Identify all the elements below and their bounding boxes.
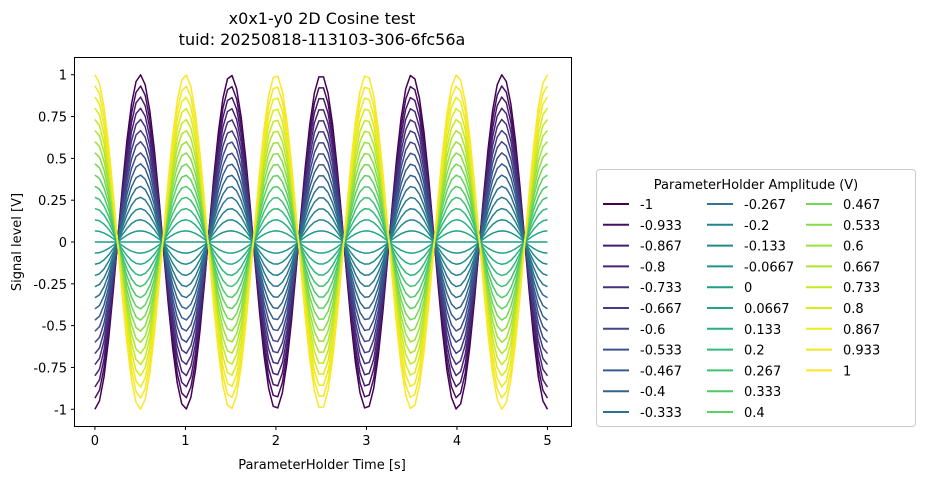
series-line-24 <box>94 141 549 344</box>
y-axis-label: Signal level [V] <box>10 193 25 291</box>
legend-label: 0.0667 <box>744 302 790 317</box>
series-line-12 <box>94 207 548 277</box>
series-line-19 <box>94 196 548 288</box>
y-tick-label: -1 <box>54 403 67 418</box>
legend-label: 0.2 <box>744 344 765 359</box>
y-tick-label: 0 <box>59 236 67 251</box>
x-axis-ticks: 0 1 2 3 4 5 <box>91 426 552 449</box>
series-line-4 <box>94 118 549 366</box>
y-tick-label: 0.5 <box>46 152 67 167</box>
series-line-5 <box>94 129 549 355</box>
legend-label: 0.467 <box>843 198 880 213</box>
legend-label: 1 <box>843 364 851 379</box>
legend-label: 0.867 <box>843 323 880 338</box>
y-tick-label: 0.75 <box>38 111 67 126</box>
x-tick-label: 4 <box>453 434 461 449</box>
series-line-9 <box>94 174 548 310</box>
x-tick-label: 3 <box>362 434 370 449</box>
legend-label: 0.267 <box>744 364 781 379</box>
legend-label: 0.4 <box>744 406 765 421</box>
y-tick-label: -0.5 <box>42 320 67 335</box>
series-line-21 <box>94 174 548 310</box>
x-tick-label: 5 <box>543 434 551 449</box>
y-tick-label: -0.25 <box>33 278 67 293</box>
legend-label: 0.733 <box>843 281 880 296</box>
series-line-14 <box>94 230 548 254</box>
series-line-22 <box>94 163 548 321</box>
series-line-30 <box>94 74 549 410</box>
legend-label: 0.133 <box>744 323 781 338</box>
x-axis-label: ParameterHolder Time [s] <box>238 458 406 473</box>
legend-label: -0.4 <box>640 385 665 400</box>
legend: ParameterHolder Amplitude (V) -1 -0.933 -0… <box>596 169 916 427</box>
legend-frame <box>596 169 916 427</box>
legend-label: -0.733 <box>640 281 682 296</box>
legend-label: -0.667 <box>640 302 682 317</box>
series-layer <box>94 74 549 410</box>
legend-label: 0.533 <box>843 219 880 234</box>
legend-label: 0.667 <box>843 260 880 275</box>
legend-label: 0.6 <box>843 240 864 255</box>
series-line-11 <box>94 196 548 288</box>
x-tick-label: 2 <box>272 434 280 449</box>
series-line-13 <box>94 219 548 265</box>
x-tick-label: 1 <box>181 434 189 449</box>
legend-title: ParameterHolder Amplitude (V) <box>654 178 859 193</box>
series-line-16 <box>94 230 548 254</box>
legend-label: 0.933 <box>843 344 880 359</box>
legend-label: -0.8 <box>640 260 665 275</box>
legend-label: 0 <box>744 281 752 296</box>
x-tick-label: 0 <box>91 434 99 449</box>
series-line-23 <box>94 152 548 332</box>
legend-label: -0.267 <box>744 198 786 213</box>
y-tick-label: -0.75 <box>33 361 67 376</box>
series-line-17 <box>94 219 548 265</box>
legend-label: -0.867 <box>640 240 682 255</box>
chart-subtitle: tuid: 20250818-113103-306-6fc56a <box>179 30 466 49</box>
chart-title: x0x1-y0 2D Cosine test <box>229 9 416 28</box>
series-line-18 <box>94 207 548 277</box>
legend-label: 0.8 <box>843 302 864 317</box>
legend-label: -1 <box>640 198 653 213</box>
series-line-6 <box>94 140 549 343</box>
legend-entries: -1 -0.933 -0.867 -0.8 -0.733 -0.667 -0.6 -0.533… <box>603 198 880 421</box>
series-line-10 <box>94 185 548 299</box>
y-axis-ticks: -1 -0.75 -0.5 -0.25 0 0.25 0.5 0.75 1 <box>33 69 75 418</box>
legend-label: -0.467 <box>640 364 682 379</box>
legend-label: -0.333 <box>640 406 682 421</box>
legend-label: -0.6 <box>640 323 665 338</box>
series-line-20 <box>94 185 548 299</box>
y-tick-label: 0.25 <box>38 194 67 209</box>
legend-label: -0.0667 <box>744 260 794 275</box>
legend-label: -0.533 <box>640 344 682 359</box>
legend-label: 0.333 <box>744 385 781 400</box>
legend-label: -0.133 <box>744 240 786 255</box>
y-tick-label: 1 <box>59 69 67 84</box>
series-line-7 <box>94 152 548 332</box>
series-line-8 <box>94 163 548 321</box>
legend-label: -0.933 <box>640 219 682 234</box>
legend-label: -0.2 <box>744 219 769 234</box>
